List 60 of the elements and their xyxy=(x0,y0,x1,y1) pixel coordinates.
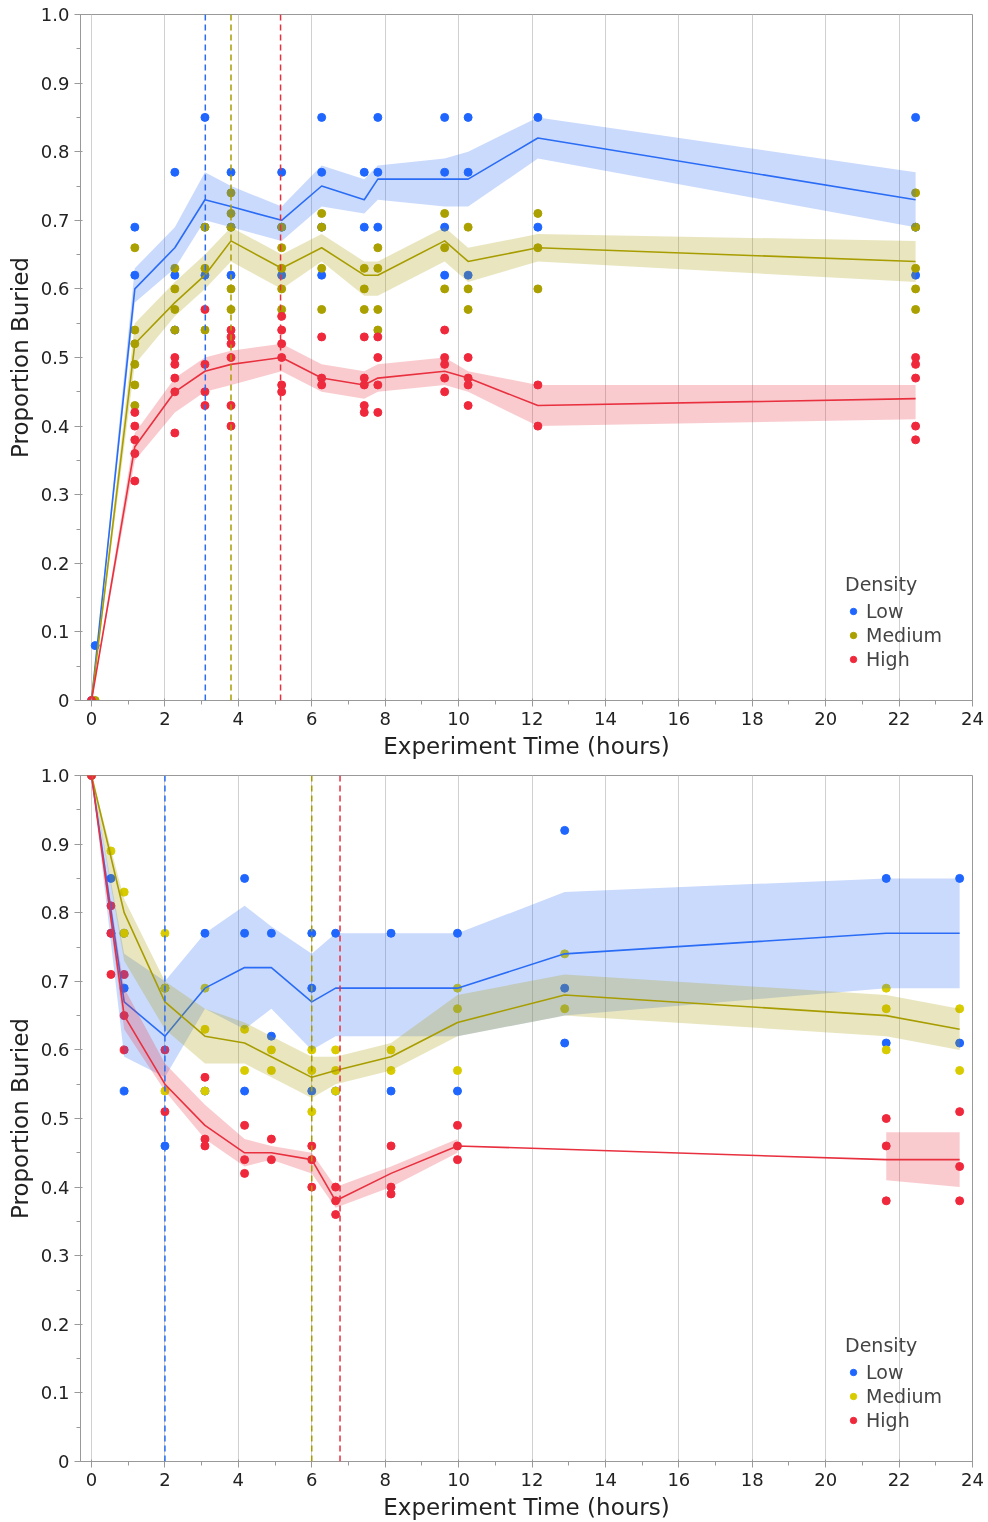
y-tick-label: 0.8 xyxy=(40,141,70,163)
y-tick-label: 0.4 xyxy=(40,415,70,437)
legend-title: Density xyxy=(845,1334,919,1356)
x-axis-title: Experiment Time (hours) xyxy=(383,1493,670,1520)
x-tick-label: 4 xyxy=(232,1468,245,1490)
x-tick-label: 12 xyxy=(520,1468,544,1490)
y-tick-label: 0.7 xyxy=(40,970,70,992)
y-tick-label: 0.1 xyxy=(40,1382,70,1404)
x-tick-label: 12 xyxy=(520,707,544,729)
legend-label: High xyxy=(866,648,910,670)
legend-label: Low xyxy=(866,600,904,622)
x-tick-label: 20 xyxy=(814,707,838,729)
x-tick-label: 6 xyxy=(306,707,318,729)
x-axis-title: Experiment Time (hours) xyxy=(383,732,670,759)
x-tick-label: 8 xyxy=(379,707,391,729)
y-tick-label: 0 xyxy=(58,690,70,711)
x-tick-label: 14 xyxy=(593,1468,617,1490)
y-tick-label: 0.8 xyxy=(40,902,70,924)
y-tick-label: 0.5 xyxy=(40,1108,70,1129)
y-tick-label: 0.1 xyxy=(40,621,70,643)
y-tick-label: 0.7 xyxy=(40,209,70,231)
y-tick-label: 1.0 xyxy=(40,765,70,786)
y-axis-title: Proportion Buried xyxy=(6,1018,33,1219)
legend-title: Density xyxy=(845,573,919,595)
y-tick-label: 0.6 xyxy=(40,278,70,300)
y-tick-label: 0.3 xyxy=(40,1245,70,1267)
x-tick-label: 14 xyxy=(593,707,617,729)
x-tick-label: 24 xyxy=(961,1468,984,1490)
x-tick-label: 10 xyxy=(447,1468,471,1490)
y-tick-label: 0.5 xyxy=(40,347,70,368)
y-tick-label: 0.2 xyxy=(40,1313,70,1335)
y-tick-label: 0.6 xyxy=(40,1039,70,1061)
y-tick-label: 0.9 xyxy=(40,72,70,94)
x-tick-label: 24 xyxy=(961,707,984,729)
x-tick-label: 10 xyxy=(447,707,471,729)
x-tick-label: 2 xyxy=(159,707,171,729)
x-tick-label: 2 xyxy=(159,1468,171,1490)
y-tick-label: 0.3 xyxy=(40,484,70,506)
x-tick-label: 22 xyxy=(887,707,911,729)
x-tick-label: 16 xyxy=(667,1468,691,1490)
x-tick-label: 18 xyxy=(740,707,764,729)
x-tick-label: 4 xyxy=(232,707,245,729)
x-tick-label: 0 xyxy=(85,707,98,729)
y-axis-title: Proportion Buried xyxy=(6,257,33,458)
x-tick-label: 16 xyxy=(667,707,691,729)
y-tick-label: 0.2 xyxy=(40,552,70,574)
x-tick-label: 18 xyxy=(740,1468,764,1490)
y-tick-label: 0 xyxy=(58,1451,70,1472)
legend-label: Medium xyxy=(866,1385,942,1407)
x-tick-label: 20 xyxy=(814,1468,838,1490)
legend-label: High xyxy=(866,1409,910,1431)
x-tick-label: 22 xyxy=(887,1468,911,1490)
legend-label: Medium xyxy=(866,624,942,646)
y-tick-label: 0.4 xyxy=(40,1176,70,1198)
y-tick-label: 0.9 xyxy=(40,833,70,855)
x-tick-label: 6 xyxy=(306,1468,318,1490)
x-tick-label: 8 xyxy=(379,1468,391,1490)
x-tick-label: 0 xyxy=(85,1468,98,1490)
y-tick-label: 1.0 xyxy=(40,4,70,25)
legend-label: Low xyxy=(866,1361,904,1383)
